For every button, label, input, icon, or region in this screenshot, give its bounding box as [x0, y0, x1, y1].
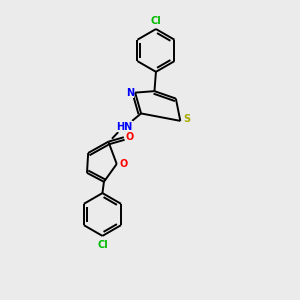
Text: O: O — [119, 159, 128, 169]
Text: O: O — [125, 132, 133, 142]
Text: S: S — [183, 114, 190, 124]
Text: Cl: Cl — [97, 240, 108, 250]
Text: Cl: Cl — [151, 16, 161, 26]
Text: N: N — [126, 88, 134, 98]
Text: HN: HN — [117, 122, 133, 132]
